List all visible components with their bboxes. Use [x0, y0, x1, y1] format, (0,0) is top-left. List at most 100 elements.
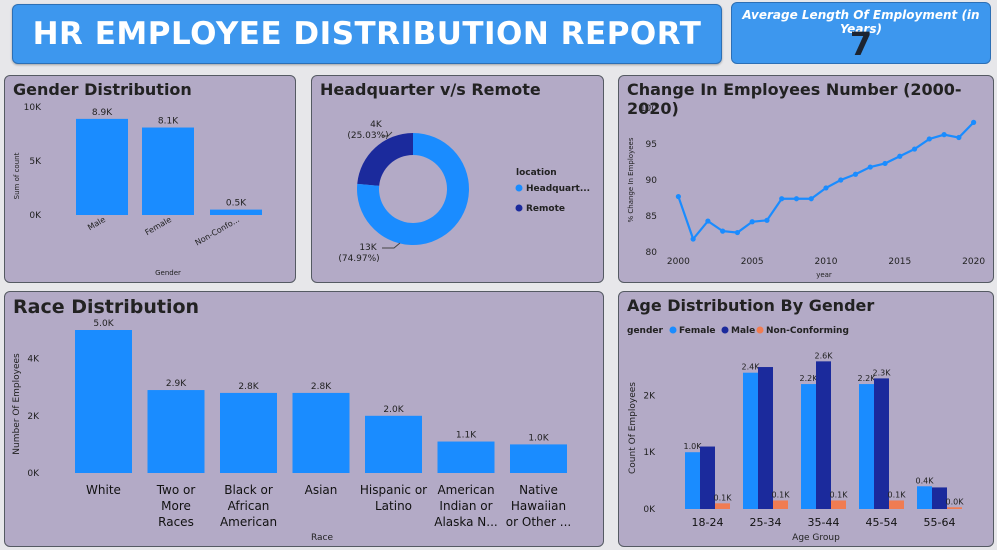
data-point [852, 171, 859, 177]
x-tick-label: Male [86, 215, 107, 232]
legend-title: gender [627, 326, 664, 336]
x-tick-label: 2015 [888, 257, 911, 267]
age-distribution-panel[interactable]: Age Distribution By Gender gender Female M… [618, 291, 994, 547]
legend-item: Female [679, 326, 716, 336]
data-label: 2.9K [166, 379, 187, 389]
data-point [808, 196, 814, 202]
y-tick-label: 2K [643, 391, 656, 401]
data-point [764, 217, 770, 223]
y-tick-label: 85 [646, 212, 657, 222]
data-label: 0.4K [916, 476, 935, 485]
hq-panel-title: Headquarter v/s Remote [320, 80, 541, 99]
x-tick-label: Native [519, 483, 558, 497]
gender-bar-chart[interactable]: 0K 5K 10K Sum of count 8.9K Male 8.1K Female 0.5… [5, 76, 297, 284]
kpi-card[interactable]: Average Length Of Employment (in Years) … [731, 2, 991, 64]
age-grouped-bar-chart[interactable]: gender Female Male Non-Conforming 0K 1K 2K Coun… [619, 292, 995, 548]
callout-line [382, 242, 401, 249]
report-title-banner: HR EMPLOYEE DISTRIBUTION REPORT [12, 4, 722, 64]
x-tick-label: 55-64 [924, 516, 956, 529]
callout-percent: (74.97%) [338, 254, 379, 264]
data-point [911, 146, 918, 152]
data-label: 0.1K [714, 493, 733, 502]
hq-remote-panel[interactable]: Headquarter v/s Remote 4K (25.03%) 13K (74.… [311, 75, 604, 283]
y-tick-label: 0K [27, 469, 40, 479]
x-tick-label: Races [158, 515, 194, 529]
x-tick-label: Black or [224, 483, 273, 497]
bar [715, 503, 730, 509]
employee-change-panel[interactable]: Change In Employees Number (2000-2020) 8… [618, 75, 994, 283]
gender-distribution-panel[interactable]: Gender Distribution 0K 5K 10K Sum of count 8… [4, 75, 296, 283]
change-panel-title: Change In Employees Number (2000-2020) [627, 80, 962, 118]
y-tick-label: 10K [24, 103, 42, 113]
legend-marker [515, 204, 523, 212]
data-label: 2.0K [383, 405, 404, 415]
report-title: HR EMPLOYEE DISTRIBUTION REPORT [32, 16, 702, 52]
bar [801, 384, 816, 509]
y-tick-label: 0K [29, 211, 42, 221]
data-point [941, 132, 947, 138]
x-tick-label: Asian [305, 483, 338, 497]
bar [147, 390, 205, 473]
bar [743, 372, 758, 509]
employee-change-line-chart[interactable]: 80 85 90 95 100 2000 2005 2010 2015 2020 % Change … [619, 76, 995, 284]
data-label: 2.8K [238, 382, 259, 392]
y-tick-label: 0K [643, 505, 656, 515]
data-label: 0.5K [226, 199, 247, 209]
legend-item: Headquart... [526, 184, 590, 194]
data-point [705, 218, 711, 224]
callout-value: 13K [359, 243, 377, 253]
y-axis-label: % Change In Employees [627, 137, 635, 222]
bar [932, 487, 947, 509]
bar [917, 486, 932, 509]
x-axis-label: Gender [155, 269, 181, 277]
x-tick-label: 2000 [667, 257, 690, 267]
y-tick-label: 1K [643, 448, 656, 458]
kpi-value: 7 [849, 25, 873, 63]
data-label: 0.0K [946, 497, 965, 506]
x-tick-label: 25-34 [750, 516, 782, 529]
x-tick-label: 2010 [815, 257, 838, 267]
data-label: 2.4K [742, 363, 761, 372]
race-distribution-panel[interactable]: Race Distribution 0K 2K 4K Number Of Employ… [4, 291, 604, 547]
x-tick-label: Hispanic or [360, 483, 427, 497]
bar [859, 384, 874, 509]
y-tick-label: 100 [640, 104, 657, 114]
x-tick-label: American [220, 515, 277, 529]
data-label: 0.1K [772, 490, 791, 499]
data-point [838, 177, 844, 183]
data-point [675, 193, 681, 200]
data-label: 2.8K [311, 382, 332, 392]
bar [758, 367, 773, 509]
y-tick-label: 5K [29, 157, 42, 167]
bar [365, 415, 422, 473]
legend-title: location [516, 168, 557, 178]
x-tick-label: Non-Confo... [194, 215, 241, 248]
donut-slice [357, 133, 469, 245]
x-tick-label: American [437, 483, 494, 497]
data-label: 0.1K [888, 490, 907, 499]
bar [510, 444, 567, 473]
data-point [690, 236, 696, 242]
y-axis-label: Sum of count [13, 152, 21, 199]
x-tick-label: White [86, 483, 121, 497]
data-point [734, 229, 741, 236]
bar [292, 392, 350, 473]
y-tick-label: 4K [27, 355, 40, 365]
gender-panel-title: Gender Distribution [13, 80, 192, 99]
bar [816, 361, 831, 509]
age-panel-title: Age Distribution By Gender [627, 296, 875, 315]
data-label: 5.0K [93, 319, 114, 329]
data-label: 2.2K [858, 374, 877, 383]
y-axis-label: Number Of Employees [12, 353, 22, 455]
x-axis-label: year [816, 271, 832, 279]
data-point [897, 153, 903, 159]
x-tick-label: or Other ... [506, 515, 571, 529]
x-tick-label: Hawaiian [511, 499, 566, 513]
data-label: 1.1K [456, 431, 477, 441]
x-tick-label: 45-54 [866, 516, 898, 529]
x-tick-label: Latino [375, 499, 412, 513]
race-bar-chart[interactable]: 0K 2K 4K Number Of Employees 5.0K White 2.9K Tw… [5, 292, 605, 548]
data-point [882, 160, 888, 167]
hq-donut-chart[interactable]: 4K(25.03%) 13K(74.97%) location Headquart..… [312, 76, 605, 284]
legend-marker [669, 326, 677, 334]
